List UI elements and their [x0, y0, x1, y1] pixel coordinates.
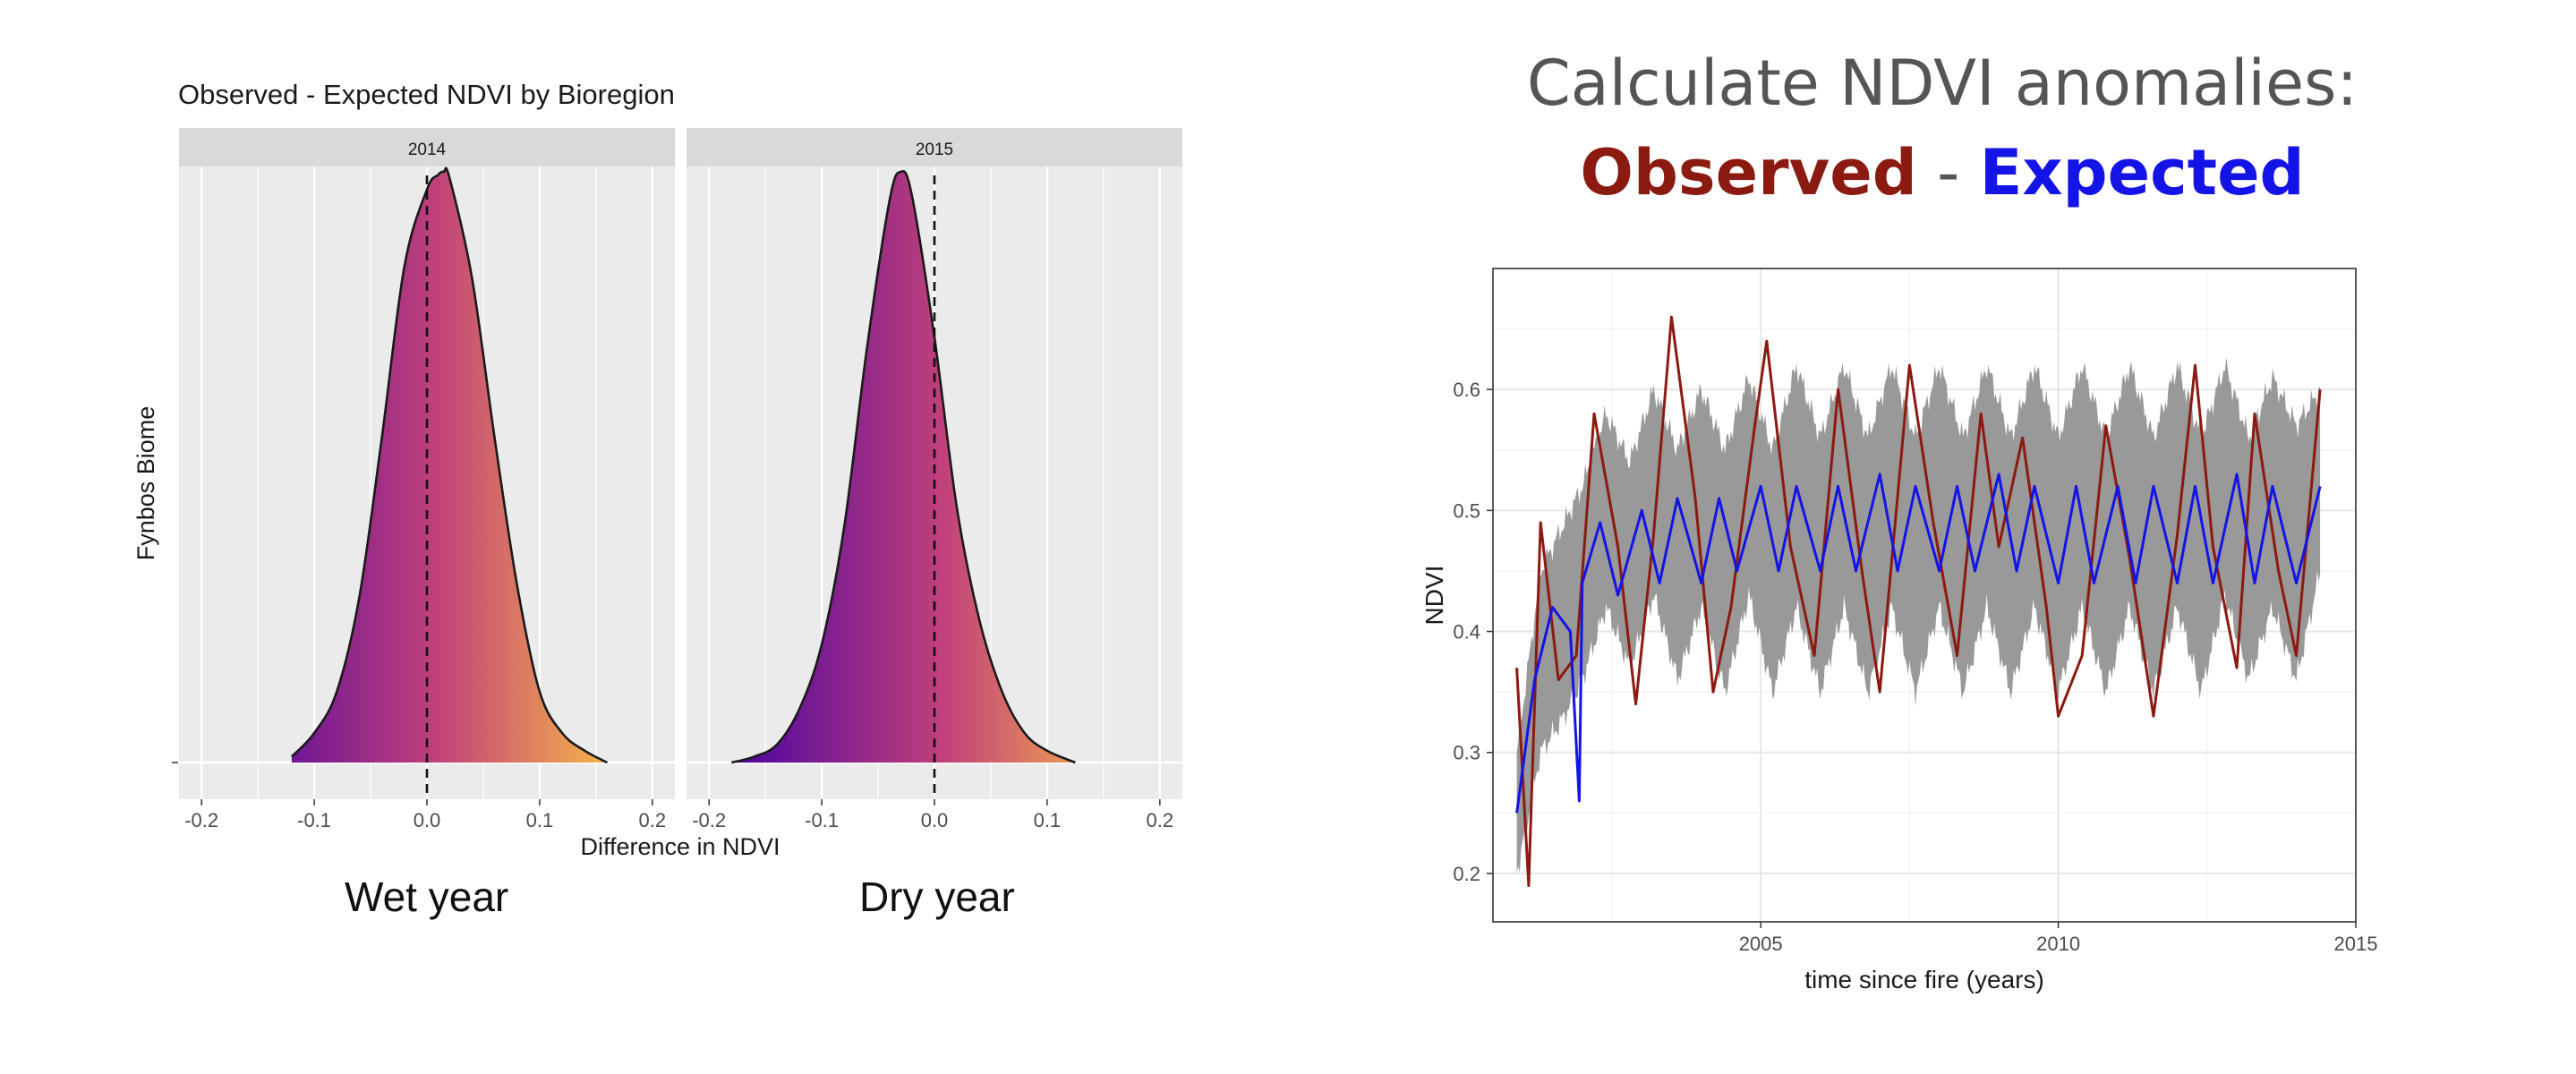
- plot-border: [1492, 268, 2357, 923]
- expected-ndvi-line: [1515, 473, 2322, 814]
- x-axis-label: time since fire (years): [1804, 966, 2044, 993]
- observed-ndvi-line: [1515, 315, 2322, 887]
- x-tick-label: 0.1: [1034, 809, 1062, 831]
- y-tick-label: 0.4: [1453, 621, 1480, 644]
- facet-strip-label: 2015: [916, 141, 953, 159]
- density-chart: 2014 -0.2 -0.1 0.0 0.1 0.2 2015 -0.2 -0.1 0.0 0.1 0…: [132, 128, 1182, 860]
- headline-observed: Observed: [1580, 136, 1917, 209]
- x-tick-label: -0.2: [184, 809, 218, 831]
- x-tick-label: 2010: [2036, 933, 2080, 955]
- x-tick-label: 0.1: [526, 809, 554, 831]
- x-tick-label: 0.0: [414, 809, 441, 831]
- expected-uncertainty-ribbon: [1516, 357, 2321, 874]
- x-tick-label: 2015: [2334, 933, 2378, 955]
- x-tick-label: 0.0: [921, 809, 949, 831]
- headline-line2: Observed - Expected: [1504, 136, 2381, 209]
- headline-line1: Calculate NDVI anomalies:: [1526, 47, 2358, 120]
- x-axis-label: Difference in NDVI: [580, 833, 780, 860]
- ndvi-time-series-chart: 0.2 0.3 0.4 0.5 0.6 2005 2010 2015 time since fi…: [1420, 268, 2377, 993]
- density-outline: [290, 166, 609, 764]
- x-tick-label: 2005: [1739, 933, 1783, 955]
- caption-dry-year: Dry year: [859, 874, 1015, 920]
- left-chart-title: Observed - Expected NDVI by Bioregion: [178, 79, 675, 110]
- x-tick-label: -0.2: [692, 809, 726, 831]
- x-tick-label: -0.1: [805, 809, 839, 831]
- facet-strip-label: 2014: [408, 141, 447, 159]
- caption-wet-year: Wet year: [345, 874, 509, 920]
- headline-expected: Expected: [1979, 136, 2305, 209]
- facet-strip: [687, 128, 1182, 166]
- y-axis-label: Fynbos Biome: [132, 406, 159, 561]
- x-tick-label: 0.2: [1147, 809, 1174, 831]
- facet-strip: [179, 128, 675, 166]
- y-tick-label: 0.2: [1453, 863, 1480, 885]
- x-tick-label: 0.2: [639, 809, 667, 831]
- y-tick-label: 0.3: [1453, 742, 1480, 764]
- density-area: [291, 167, 608, 763]
- density-outline: [731, 170, 1076, 764]
- density-area: [731, 171, 1076, 763]
- headline-separator: -: [1916, 136, 1980, 209]
- y-tick-label: 0.6: [1453, 379, 1480, 401]
- x-tick-label: -0.1: [297, 809, 331, 831]
- y-axis-label: NDVI: [1420, 566, 1448, 626]
- y-tick-label: 0.5: [1453, 499, 1480, 522]
